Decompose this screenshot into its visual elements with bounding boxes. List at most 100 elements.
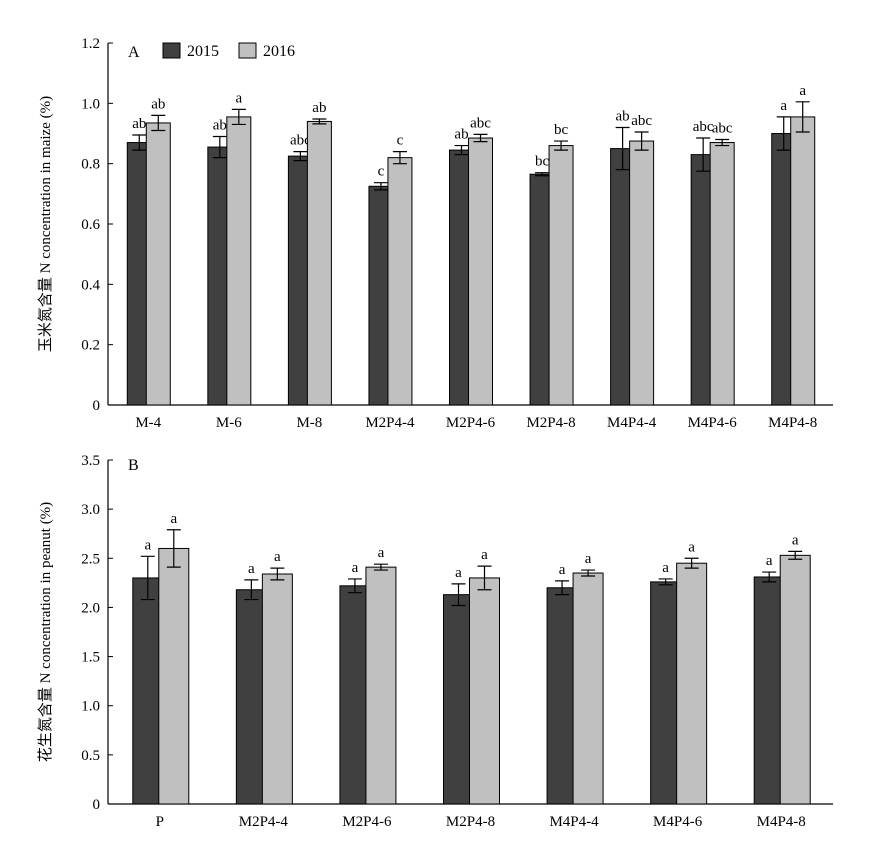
error-bar [347, 578, 362, 594]
significance-label: a [559, 562, 566, 578]
significance-label: a [799, 83, 806, 99]
panel-letter: B [128, 457, 139, 474]
significance-label: abc [631, 113, 652, 129]
error-bar [696, 137, 711, 172]
panel-letter: A [128, 44, 140, 61]
error-bar [581, 569, 596, 577]
x-tick-label: M2P4-6 [446, 415, 496, 431]
x-tick-label: P [156, 814, 164, 830]
bar [158, 547, 190, 805]
error-bar [634, 131, 649, 151]
significance-label: abc [693, 119, 714, 135]
significance-label: a [170, 511, 177, 527]
significance-label: c [378, 164, 385, 180]
bar [261, 573, 293, 805]
significance-label: a [780, 98, 787, 114]
significance-label: a [144, 537, 151, 553]
y-tick-label: 3.5 [81, 453, 100, 469]
bar [779, 554, 811, 805]
significance-label: a [274, 549, 281, 565]
error-bar [795, 101, 810, 133]
bar [629, 140, 655, 406]
y-tick-label: 1.2 [81, 36, 100, 52]
y-tick-label: 0.2 [81, 338, 100, 354]
significance-label: a [766, 553, 773, 569]
error-bar [373, 563, 388, 571]
panel-a: 0 0.2 0.4 0.6 0.8 1.0 1.2 M-4 M-6 M-8 M2P4-4 M2P4-6… [37, 36, 833, 431]
y-axis-label: 玉米氮含量 N concentration in maize (%) [37, 96, 54, 352]
significance-label: a [455, 565, 462, 581]
x-tick-label: M2P4-4 [365, 415, 415, 431]
y-tick-label: 1.0 [81, 699, 100, 715]
y-tick-label: 2.0 [81, 600, 100, 616]
significance-label: bc [554, 122, 569, 138]
bar [650, 581, 682, 805]
error-bar [684, 557, 699, 569]
error-bar [762, 571, 777, 583]
significance-label: ab [213, 118, 227, 134]
error-bar [776, 116, 791, 151]
x-tick-label: M-6 [216, 415, 242, 431]
error-bar [166, 529, 181, 568]
x-tick-label: M4P4-4 [549, 814, 599, 830]
significance-label: a [662, 560, 669, 576]
bar [365, 566, 397, 805]
y-tick-label: 0.6 [81, 217, 100, 233]
bar [387, 157, 413, 406]
x-tick-label: M2P4-4 [239, 814, 289, 830]
panel-b: 0 0.5 1.0 1.5 2.0 2.5 3.0 3.5 P M2P4-4 M2P4-6 M2P4-… [37, 453, 833, 830]
error-bar [477, 565, 492, 591]
legend-swatch [162, 42, 181, 59]
legend-label: 2015 [187, 43, 219, 60]
error-bar [293, 151, 308, 162]
bar [469, 577, 500, 805]
significance-label: ab [132, 116, 146, 132]
significance-label: bc [535, 154, 550, 170]
y-tick-label: 0 [93, 797, 101, 813]
bar [546, 587, 578, 805]
error-bar [451, 583, 466, 607]
significance-label: c [397, 133, 404, 149]
x-tick-label: M4P4-8 [757, 814, 806, 830]
y-tick-label: 0 [93, 398, 101, 414]
bar [443, 594, 474, 805]
error-bar [535, 172, 550, 177]
y-tick-label: 0.4 [81, 277, 100, 293]
significance-label: ab [151, 96, 165, 112]
error-bar [555, 580, 570, 596]
error-bar [244, 579, 259, 601]
error-bar [212, 135, 227, 159]
error-bar [554, 140, 569, 151]
error-bar [658, 578, 673, 586]
error-bar [615, 126, 630, 171]
bar [468, 137, 493, 406]
bar [226, 116, 252, 406]
x-tick-label: M4P4-8 [768, 415, 817, 431]
significance-label: ab [312, 100, 326, 116]
error-bar [454, 144, 469, 156]
bar [709, 142, 735, 406]
significance-label: a [792, 532, 799, 548]
error-bar [312, 118, 327, 125]
bar [790, 116, 816, 406]
y-tick-label: 0.5 [81, 748, 100, 764]
error-bar [270, 567, 285, 581]
error-bar [132, 134, 147, 151]
error-bar [231, 108, 246, 126]
x-tick-label: M2P4-8 [526, 415, 575, 431]
significance-label: a [688, 539, 695, 555]
bar [572, 572, 604, 805]
bar [306, 120, 332, 406]
significance-label: a [352, 560, 359, 576]
error-bar [140, 555, 155, 601]
y-tick-label: 1.0 [81, 96, 100, 112]
significance-label: a [585, 551, 592, 567]
y-axis-label: 花生氮含量 N concentration in peanut (%) [37, 502, 54, 762]
significance-label: a [481, 547, 488, 563]
significance-label: abc [290, 133, 311, 149]
bar [132, 577, 164, 805]
x-tick-label: M-4 [135, 415, 161, 431]
x-tick-label: M2P4-6 [342, 814, 392, 830]
y-tick-label: 3.0 [81, 502, 100, 518]
